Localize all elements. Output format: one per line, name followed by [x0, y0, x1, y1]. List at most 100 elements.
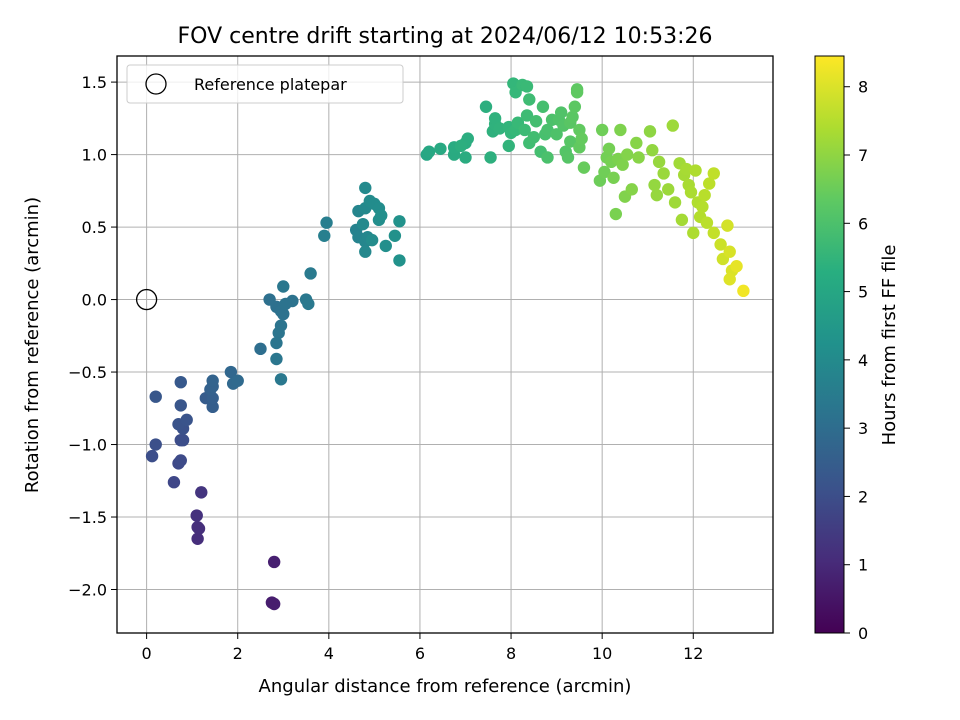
- data-point: [320, 216, 333, 229]
- data-point: [274, 373, 288, 386]
- x-axis-ticks: 0 2 4 6 8 10 12: [142, 633, 703, 663]
- data-point: [254, 342, 267, 356]
- colorbar-tick-label: 0: [858, 624, 868, 643]
- data-point: [721, 219, 734, 232]
- data-point: [723, 273, 736, 286]
- y-tick-label: −2.0: [68, 581, 107, 600]
- data-point: [277, 307, 290, 321]
- data-point: [689, 164, 702, 177]
- data-point: [723, 245, 736, 258]
- colorbar: 0 1 2 3 4 5 6 7 8 Hours from first FF file: [814, 55, 900, 643]
- data-point: [206, 374, 219, 387]
- data-point: [270, 352, 283, 366]
- data-point: [632, 151, 645, 164]
- data-point: [277, 280, 290, 293]
- x-tick-label: 4: [324, 644, 334, 663]
- data-point: [265, 596, 279, 609]
- data-point: [356, 217, 370, 231]
- colorbar-label: Hours from first FF file: [879, 245, 900, 446]
- data-point: [304, 267, 317, 280]
- data-point: [541, 151, 554, 164]
- x-tick-label: 0: [142, 644, 152, 663]
- data-point: [388, 229, 402, 242]
- data-point: [206, 400, 219, 414]
- y-tick-label: −1.0: [68, 436, 107, 455]
- reference-platepar-marker: [135, 288, 158, 311]
- data-point: [393, 254, 406, 267]
- x-tick-label: 8: [506, 644, 516, 663]
- data-point: [493, 122, 506, 135]
- data-point: [484, 151, 497, 164]
- data-point: [272, 326, 285, 340]
- data-point: [707, 167, 720, 180]
- data-point: [625, 183, 638, 196]
- data-point: [598, 165, 611, 179]
- x-axis-label: Angular distance from reference (arcmin): [259, 676, 632, 697]
- data-point: [393, 215, 406, 228]
- data-point: [302, 297, 315, 311]
- data-point: [652, 155, 666, 169]
- chart-title: FOV centre drift starting at 2024/06/12 …: [178, 24, 713, 49]
- data-point: [267, 555, 281, 569]
- data-point: [224, 365, 238, 379]
- data-point: [566, 110, 579, 124]
- data-point: [643, 125, 657, 138]
- data-point: [666, 119, 679, 132]
- colorbar-tick-label: 4: [858, 351, 868, 370]
- data-point: [318, 229, 331, 242]
- x-tick-label: 2: [233, 644, 243, 663]
- data-point: [550, 128, 563, 141]
- data-point: [650, 188, 664, 202]
- data-point: [700, 216, 714, 229]
- legend: Reference platepar: [126, 64, 404, 104]
- data-point: [707, 226, 720, 240]
- data-point: [561, 151, 575, 164]
- data-point: [657, 167, 670, 180]
- data-point: [359, 181, 372, 195]
- data-point: [575, 132, 588, 145]
- data-point: [174, 375, 187, 389]
- data-point: [621, 148, 634, 161]
- data-point: [149, 390, 162, 403]
- legend-label: Reference platepar: [194, 75, 347, 94]
- data-point: [607, 171, 620, 184]
- data-point: [520, 109, 534, 122]
- data-point: [564, 135, 577, 148]
- data-point: [595, 123, 609, 137]
- data-point: [379, 239, 392, 253]
- plot-frame: [116, 55, 774, 634]
- data-point: [422, 145, 436, 158]
- data-point: [730, 260, 743, 273]
- data-point: [668, 196, 682, 209]
- data-point: [279, 297, 292, 311]
- data-point: [523, 93, 536, 106]
- data-point: [231, 374, 244, 387]
- colorbar-tick-label: 3: [858, 419, 868, 438]
- data-point: [737, 284, 750, 298]
- data-point: [714, 238, 727, 251]
- colorbar-tick-label: 2: [858, 487, 868, 506]
- data-point: [614, 123, 627, 137]
- x-tick-label: 6: [415, 644, 425, 663]
- data-point: [675, 213, 689, 227]
- data-point: [192, 522, 206, 535]
- data-point: [195, 486, 208, 499]
- colorbar-ticks: 0 1 2 3 4 5 6 7 8: [844, 78, 868, 643]
- x-tick-label: 10: [592, 644, 612, 663]
- colorbar-tick-label: 7: [858, 146, 868, 165]
- reference-marker: [135, 288, 158, 311]
- data-point: [646, 144, 659, 157]
- data-point: [554, 106, 568, 119]
- colorbar-gradient: [814, 55, 845, 634]
- data-point: [174, 454, 187, 467]
- data-point: [602, 142, 616, 155]
- data-point: [502, 139, 515, 153]
- data-point: [488, 112, 502, 125]
- data-point: [520, 80, 534, 93]
- legend-box: [126, 64, 404, 104]
- data-point: [365, 233, 379, 247]
- data-point: [270, 336, 283, 350]
- data-point: [570, 86, 584, 99]
- data-point: [434, 142, 447, 155]
- y-tick-label: −1.5: [68, 508, 107, 527]
